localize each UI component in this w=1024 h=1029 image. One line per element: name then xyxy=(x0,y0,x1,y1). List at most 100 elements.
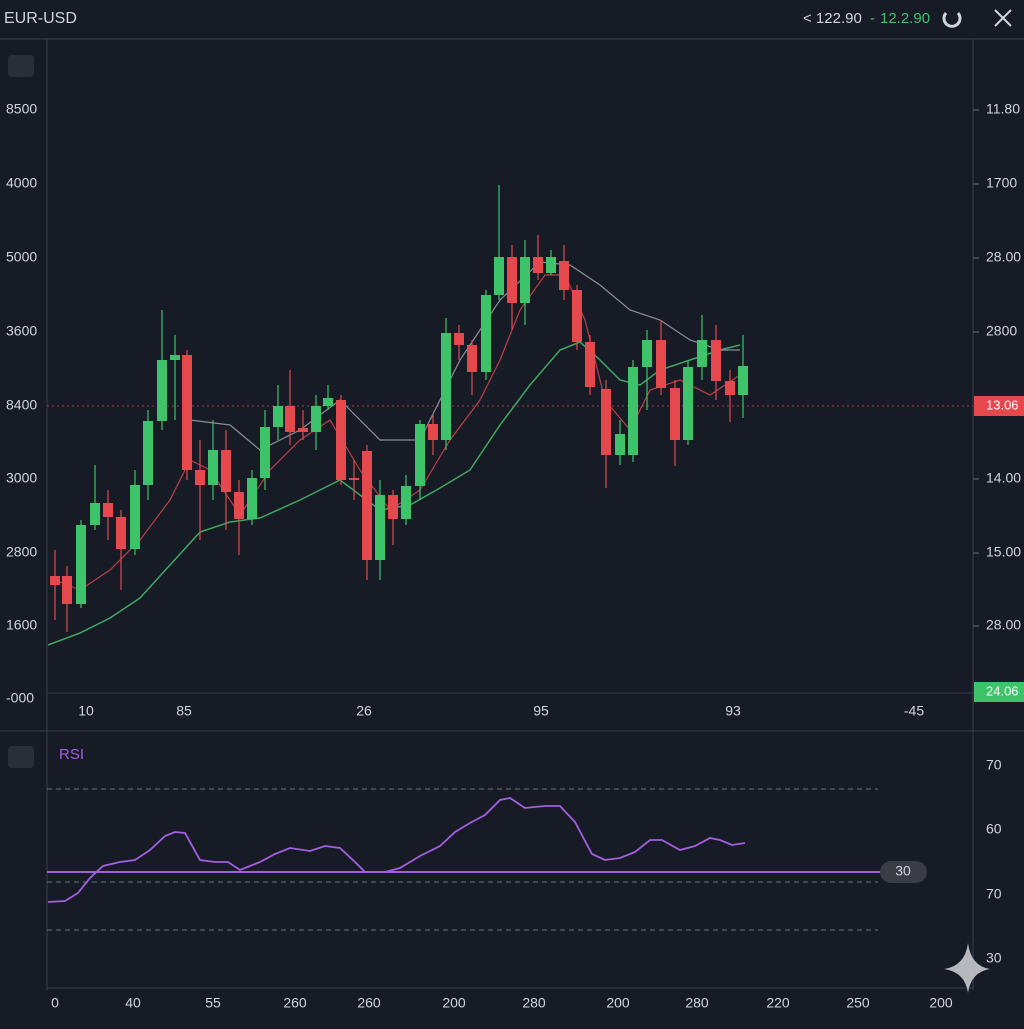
candle-body xyxy=(546,257,556,273)
candle-body xyxy=(401,486,411,519)
candle-body xyxy=(656,340,666,388)
time-axis-label: 85 xyxy=(176,703,192,719)
candle-body xyxy=(130,485,140,549)
candle-body xyxy=(50,576,60,585)
candle-body xyxy=(481,295,491,372)
rsi-axis-label: 60 xyxy=(986,821,1002,837)
candle-body xyxy=(628,367,638,455)
current-price-tag xyxy=(974,396,1024,416)
time-axis-label: 26 xyxy=(356,703,372,719)
candle-body xyxy=(247,478,257,519)
candle-body xyxy=(336,400,346,480)
candle-body xyxy=(103,503,113,517)
candle-body xyxy=(454,333,464,345)
left-axis-label: 8500 xyxy=(6,101,37,117)
candle-body xyxy=(585,342,595,387)
candle-body xyxy=(711,340,721,381)
time-axis-label: 95 xyxy=(533,703,549,719)
candle-body xyxy=(62,576,72,604)
candle-body xyxy=(90,503,100,525)
rsi-time-label: 55 xyxy=(205,995,221,1011)
rsi-title: RSI xyxy=(59,746,84,763)
candle-body xyxy=(494,257,504,295)
candle-body xyxy=(208,450,218,485)
right-axis-label: 28.00 xyxy=(986,249,1021,265)
candle-body xyxy=(388,495,398,519)
candle-body xyxy=(642,340,652,367)
left-axis-label: 2800 xyxy=(6,544,37,560)
candle-body xyxy=(670,388,680,440)
candle-body xyxy=(221,450,231,492)
candle-body xyxy=(533,257,543,273)
candle-body xyxy=(428,424,438,440)
candle-body xyxy=(273,406,283,427)
rsi-axis-label: 70 xyxy=(986,886,1002,902)
left-axis-label: 3600 xyxy=(6,323,37,339)
candle-body xyxy=(76,525,86,604)
candle-body xyxy=(234,492,244,519)
candle-body xyxy=(683,367,693,440)
rsi-time-label: 200 xyxy=(929,995,953,1011)
rsi-time-label: 250 xyxy=(846,995,870,1011)
candle-body xyxy=(520,257,530,303)
candle-body xyxy=(323,398,333,406)
left-axis-label: 8400 xyxy=(6,397,37,413)
candle-body xyxy=(143,421,153,485)
right-axis-label: 1700 xyxy=(986,175,1017,191)
time-axis-label: 10 xyxy=(78,703,94,719)
ask: 12.2.90 xyxy=(880,10,930,27)
candle-body xyxy=(615,434,625,455)
right-axis-label: 28.00 xyxy=(986,617,1021,633)
rsi-level-text: 30 xyxy=(895,863,911,879)
candle-body xyxy=(349,478,359,480)
candle-body xyxy=(738,366,748,395)
candle-body xyxy=(375,495,385,560)
price-settings-button[interactable] xyxy=(8,55,34,77)
candle-body xyxy=(182,355,192,470)
symbol[interactable]: EUR-USD xyxy=(4,10,77,27)
rsi-time-label: 280 xyxy=(685,995,709,1011)
rsi-time-label: 220 xyxy=(766,995,790,1011)
bid: < 122.90 xyxy=(803,10,862,27)
candle-body xyxy=(157,360,167,421)
candle-body xyxy=(311,406,321,432)
candle-body xyxy=(467,345,477,372)
candle-body xyxy=(697,340,707,367)
rsi-time-label: 200 xyxy=(442,995,466,1011)
time-axis-label: -45 xyxy=(904,703,924,719)
rsi-line xyxy=(47,797,746,903)
left-axis-label: 4000 xyxy=(6,175,37,191)
candle-body xyxy=(415,424,425,486)
rsi-time-label: 40 xyxy=(125,995,141,1011)
candles xyxy=(50,185,748,632)
current-price: 13.06 xyxy=(986,397,1019,412)
close-button[interactable] xyxy=(994,9,1012,27)
rsi-time-label: 260 xyxy=(357,995,381,1011)
ma-slow xyxy=(47,341,741,646)
magnet-icon[interactable] xyxy=(942,12,962,28)
candle-body xyxy=(170,355,180,360)
candle-body xyxy=(601,389,611,455)
rsi-axis-label: 70 xyxy=(986,757,1002,773)
candle-body xyxy=(559,261,569,290)
rsi-time-label: 200 xyxy=(606,995,630,1011)
candle-body xyxy=(362,451,372,560)
candle-body xyxy=(195,470,205,485)
rsi-time-label: 0 xyxy=(51,995,59,1011)
candle-body xyxy=(507,257,517,303)
rsi-settings-button[interactable] xyxy=(8,746,34,768)
right-axis-label: 11.80 xyxy=(986,101,1020,117)
left-axis-label: 1600 xyxy=(6,617,37,633)
rsi-time-label: 260 xyxy=(283,995,307,1011)
candle-body xyxy=(285,406,295,432)
candle-body xyxy=(298,428,308,432)
candle-body xyxy=(260,427,270,478)
rsi-axis-label: 30 xyxy=(986,950,1002,966)
last-tag xyxy=(974,682,1024,702)
candle-body xyxy=(572,290,582,342)
last-tag-text: 24.06 xyxy=(986,683,1019,698)
candle-body xyxy=(441,333,451,440)
